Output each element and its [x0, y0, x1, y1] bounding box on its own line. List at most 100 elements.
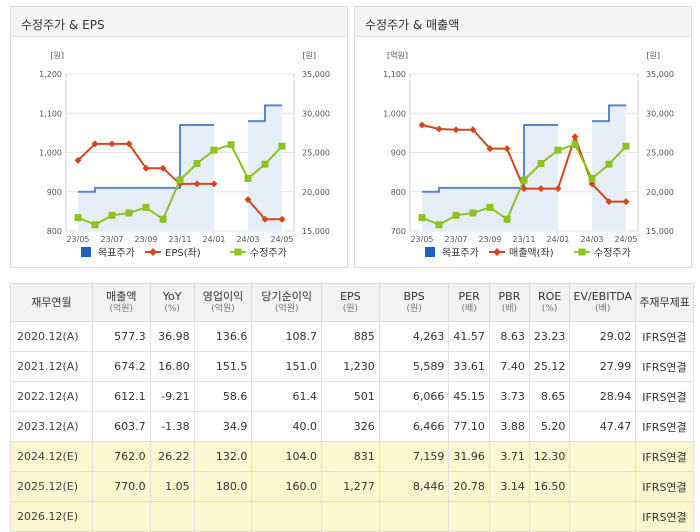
table-cell: 5.20: [528, 411, 571, 442]
price-point: [278, 142, 286, 150]
table-cell: IFRS연결: [635, 351, 694, 382]
price-point: [605, 160, 613, 168]
target-price-area: [592, 105, 626, 231]
left-series-point: [435, 125, 443, 133]
chart-title: 수정주가 & 매출액: [355, 7, 691, 37]
table-cell: 7,159: [378, 441, 450, 472]
price-point: [244, 174, 252, 182]
table-cell: 2026.12(E): [10, 501, 93, 532]
table-cell: 16.50: [528, 471, 571, 502]
column-header-unit: (억원): [211, 303, 235, 314]
table-cell: 132.0: [193, 441, 253, 472]
column-header: YoY (%): [149, 283, 195, 322]
right-unit-label: [원]: [302, 51, 316, 60]
legend-label: 목표주가: [442, 247, 479, 259]
column-header: EV/EBITDA (배): [569, 283, 637, 322]
table-cell: 2023.12(A): [10, 411, 93, 442]
table-cell: 603.7: [91, 411, 151, 442]
table-cell: [569, 441, 637, 472]
table-cell: 885: [321, 321, 380, 352]
left-tick-label: 800: [47, 227, 62, 236]
x-tick-label: 24/05: [270, 235, 293, 244]
legend-square: [234, 248, 242, 256]
column-header-label: BPS: [403, 289, 425, 303]
column-header: 주재무제표: [635, 283, 694, 322]
column-header: EPS (원): [321, 283, 380, 322]
left-tick-label: 1,100: [383, 70, 406, 79]
target-price-area: [422, 125, 558, 231]
table-cell: 20.78: [448, 471, 490, 502]
legend-swatch-target: [81, 247, 91, 257]
legend-diamond: [493, 248, 501, 256]
table-cell: [149, 501, 195, 532]
price-point: [176, 176, 184, 184]
table-cell: 501: [321, 381, 380, 412]
table-cell: 180.0: [193, 471, 253, 502]
table-cell: [321, 501, 380, 532]
left-series-point: [469, 126, 477, 134]
column-header-label: 주재무제표: [639, 296, 690, 309]
left-series-point: [537, 185, 545, 193]
left-tick-label: 700: [391, 227, 406, 236]
table-row: 2025.12(E) 770.0 1.05 180.0 160.0 1,277 8,446 2…: [10, 471, 694, 502]
column-header: 당기순이익 (억원): [251, 283, 323, 322]
price-point: [125, 209, 133, 217]
column-header-unit: (배): [501, 303, 518, 314]
table-cell: 770.0: [91, 471, 151, 502]
left-series-point: [142, 164, 150, 172]
chart-panel-sales: 수정주가 & 매출액 1,100 35,000 1,000 30,000 900 25,0…: [354, 6, 692, 268]
table-cell: 77.10: [448, 411, 490, 442]
price-point: [210, 146, 218, 154]
price-point: [108, 211, 116, 219]
price-point: [452, 211, 460, 219]
right-tick-label: 30,000: [302, 109, 330, 118]
table-cell: 36.98: [149, 321, 195, 352]
table-cell: [569, 501, 637, 532]
table-cell: [193, 501, 253, 532]
table-cell: IFRS연결: [635, 321, 694, 352]
left-series-point: [418, 121, 426, 129]
table-cell: 151.0: [251, 351, 323, 382]
left-series-point: [571, 133, 579, 141]
right-unit-label: [원]: [646, 51, 660, 60]
table-cell: [251, 501, 323, 532]
column-header-unit: (배): [595, 303, 611, 314]
table-cell: 33.61: [448, 351, 490, 382]
price-point: [91, 221, 99, 229]
table-row: 2023.12(A) 603.7 -1.38 34.9 40.0 326 6,466 77.1…: [10, 411, 694, 442]
column-header: BPS (원): [378, 283, 450, 322]
price-point: [142, 203, 150, 211]
table-cell: [91, 501, 151, 532]
column-header-unit: (원): [406, 303, 422, 314]
table-cell: 104.0: [251, 441, 323, 472]
price-point: [554, 146, 562, 154]
right-tick-label: 25,000: [302, 149, 330, 158]
table-cell: 762.0: [91, 441, 151, 472]
table-cell: 29.02: [569, 321, 637, 352]
left-series-point: [503, 145, 511, 153]
price-point: [571, 141, 579, 149]
x-tick-label: 24/01: [546, 235, 569, 244]
left-tick-label: 1,200: [39, 70, 62, 79]
price-point: [469, 209, 477, 217]
sales-chart: 1,100 35,000 1,000 30,000 900 25,000 800 20,000…: [383, 50, 674, 259]
table-cell: 108.7: [251, 321, 323, 352]
table-cell: 3.71: [488, 441, 530, 472]
table-cell: 27.99: [569, 351, 637, 382]
right-tick-label: 35,000: [302, 70, 330, 79]
table-cell: -9.21: [149, 381, 195, 412]
table-cell: IFRS연결: [635, 381, 694, 412]
table-cell: 23.23: [528, 321, 571, 352]
table-cell: 5,589: [378, 351, 450, 382]
left-series-point: [261, 215, 269, 223]
table-cell: 3.14: [488, 471, 530, 502]
column-header-label: 당기순이익: [261, 289, 312, 303]
x-tick-label: 23/05: [66, 235, 89, 244]
table-cell: [448, 501, 490, 532]
target-price-line: [248, 104, 282, 123]
left-tick-label: 800: [391, 188, 406, 197]
price-point: [520, 176, 528, 184]
target-price-line: [78, 124, 214, 193]
table-row: 2021.12(A) 674.2 16.80 151.5 151.0 1,230 5,589…: [10, 351, 694, 382]
right-tick-label: 20,000: [646, 188, 674, 197]
